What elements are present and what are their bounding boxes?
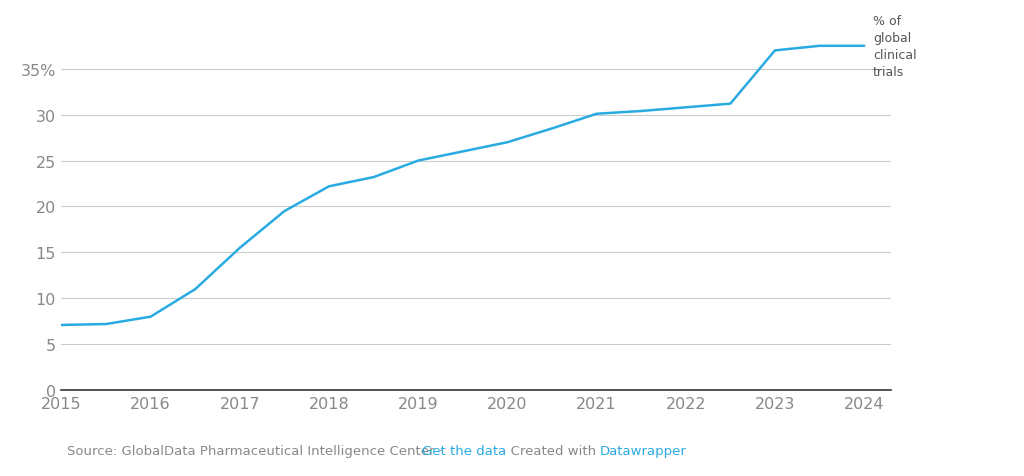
Text: Source: GlobalData Pharmaceutical Intelligence Center ·: Source: GlobalData Pharmaceutical Intell…	[67, 444, 446, 457]
Text: Get the data: Get the data	[422, 444, 506, 457]
Text: · Created with: · Created with	[499, 444, 601, 457]
Text: % of
global
clinical
trials: % of global clinical trials	[873, 15, 916, 79]
Text: Datawrapper: Datawrapper	[600, 444, 687, 457]
